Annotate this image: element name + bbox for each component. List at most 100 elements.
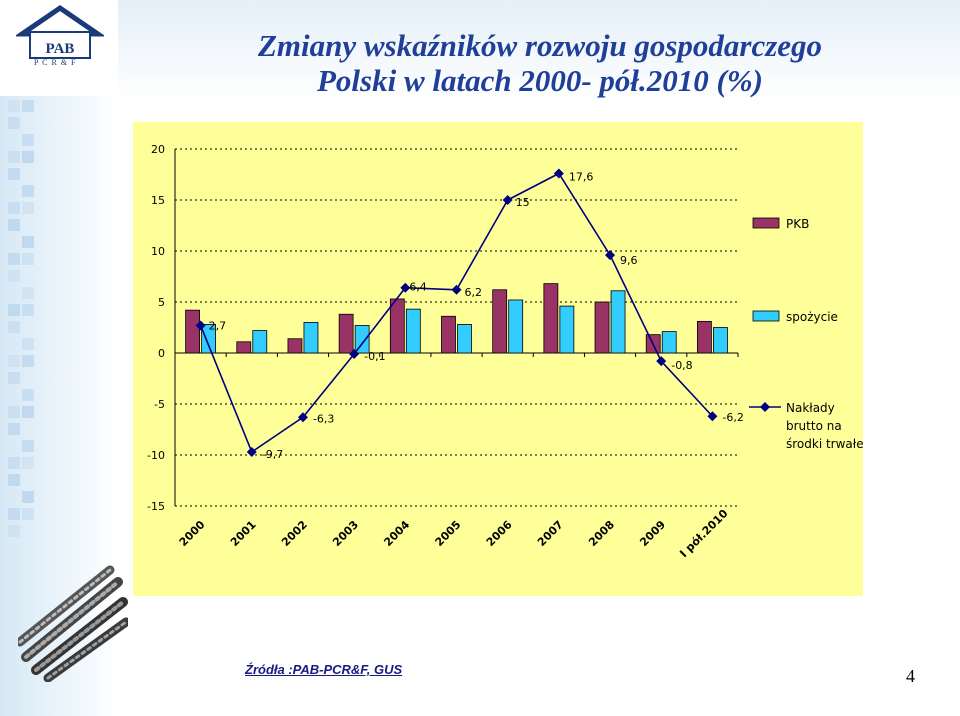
legend-swatch-spozycie xyxy=(752,310,780,322)
decor-square xyxy=(8,406,20,418)
bar-pkb xyxy=(441,315,456,354)
bar-pkb xyxy=(697,320,712,354)
x-tick-label: 2004 xyxy=(381,518,412,549)
bar-spozycie xyxy=(303,321,319,354)
chart-panel: 20 15 10 5 0 -5 -10 -15 2000 2001 2002 2003 2004 2005… xyxy=(133,122,864,596)
investment-point xyxy=(246,446,257,457)
x-tick-label: 2003 xyxy=(330,518,361,549)
decor-square xyxy=(22,457,34,469)
chart-labels: 2,7 -9,7 -6,3 -0,1 6,4 6,2 15 17,6 9,6 -0,8 -6,2 xyxy=(209,170,744,460)
decor-square xyxy=(22,151,34,163)
title-line-2: Polski w latach 2000- pół.2010 (%) xyxy=(316,63,764,98)
decor-square xyxy=(8,355,20,367)
decor-square xyxy=(8,100,20,112)
bar-spozycie xyxy=(252,330,268,354)
decor-square xyxy=(22,491,34,503)
y-tick-label: -10 xyxy=(147,449,165,462)
legend-label-investment: środki trwałe xyxy=(786,437,863,451)
y-tick-label: 10 xyxy=(151,245,165,258)
bar-pkb xyxy=(236,341,252,354)
data-label: -6,2 xyxy=(722,411,743,424)
investment-point xyxy=(400,282,411,293)
decor-square xyxy=(22,236,34,248)
decor-square xyxy=(22,304,34,316)
x-tick-label: 2007 xyxy=(535,518,566,549)
logo: PAB P C R & F xyxy=(0,0,118,96)
investment-point xyxy=(553,168,564,179)
data-label: 9,6 xyxy=(620,254,638,267)
investment-line xyxy=(199,172,713,454)
legend-label-investment: brutto na xyxy=(786,419,842,433)
bar-pkb xyxy=(338,313,354,354)
x-tick-label: 2005 xyxy=(433,518,464,549)
y-tick-label: -5 xyxy=(154,398,165,411)
source-note: Źródła :PAB-PCR&F, GUS xyxy=(245,662,403,677)
bar-spozycie xyxy=(661,331,677,354)
legend-swatch-pkb xyxy=(752,217,780,229)
chart-bars xyxy=(185,283,728,354)
x-tick-label: I pół.2010 xyxy=(677,507,730,560)
chart-line-series xyxy=(195,168,718,457)
page-title: Zmiany wskaźników rozwoju gospodarczego … xyxy=(150,28,930,98)
investment-point xyxy=(502,195,513,205)
decor-square xyxy=(8,423,20,435)
decor-square xyxy=(8,168,20,180)
logo-house-icon: PAB xyxy=(16,4,104,59)
bar-spozycie xyxy=(457,324,472,354)
data-label: -9,7 xyxy=(262,448,283,461)
data-label: 6,4 xyxy=(409,281,427,294)
decor-square xyxy=(22,508,34,520)
x-tick-label: 2000 xyxy=(177,518,208,549)
bar-pkb xyxy=(492,289,508,354)
decor-square xyxy=(8,270,20,282)
y-tick-label: -15 xyxy=(147,500,165,513)
bar-pkb xyxy=(287,338,303,354)
logo-text: PAB xyxy=(46,41,75,57)
title-line-1: Zmiany wskaźników rozwoju gospodarczego xyxy=(257,28,823,63)
decor-square xyxy=(8,151,20,163)
decor-square xyxy=(22,440,34,452)
bar-pkb xyxy=(543,283,559,354)
bar-spozycie xyxy=(508,299,524,354)
decor-square xyxy=(8,525,20,537)
decor-square xyxy=(22,100,34,112)
bar-spozycie xyxy=(713,327,728,354)
bar-pkb xyxy=(389,298,405,354)
x-tick-label: 2001 xyxy=(228,518,259,549)
decor-square xyxy=(8,253,20,265)
y-tick-label: 20 xyxy=(151,143,165,156)
x-tick-label: 2002 xyxy=(279,518,310,549)
y-tick-label: 0 xyxy=(158,347,165,360)
data-label: -0,8 xyxy=(671,359,692,372)
decor-square xyxy=(22,287,34,299)
decor-square xyxy=(8,321,20,333)
investment-point xyxy=(707,411,718,422)
chart-grid xyxy=(175,148,738,507)
data-label: 15 xyxy=(516,196,530,209)
bar-pkb xyxy=(594,301,610,354)
investment-point xyxy=(451,284,462,295)
investment-point xyxy=(605,250,616,261)
bar-pkb xyxy=(185,309,200,354)
investment-point xyxy=(656,356,667,367)
legend-label-spozycie: spożycie xyxy=(786,310,838,324)
decor-square xyxy=(8,508,20,520)
decor-square xyxy=(22,202,34,214)
bar-spozycie xyxy=(354,325,370,354)
decor-square xyxy=(8,304,20,316)
legend-label-pkb: PKB xyxy=(786,217,809,231)
legend-label-investment: Nakłady xyxy=(786,401,835,415)
data-label: -6,3 xyxy=(313,412,334,425)
investment-point xyxy=(297,412,308,423)
decor-square xyxy=(22,338,34,350)
bar-spozycie xyxy=(405,308,421,354)
bar-spozycie xyxy=(559,305,575,354)
decor-square xyxy=(8,219,20,231)
top-decor-band xyxy=(118,0,960,100)
y-tick-label: 15 xyxy=(151,194,165,207)
data-label: -0,1 xyxy=(364,350,385,363)
decor-square xyxy=(22,134,34,146)
bar-spozycie xyxy=(201,324,216,354)
steel-rebar-image xyxy=(18,565,128,682)
decor-square xyxy=(8,117,20,129)
